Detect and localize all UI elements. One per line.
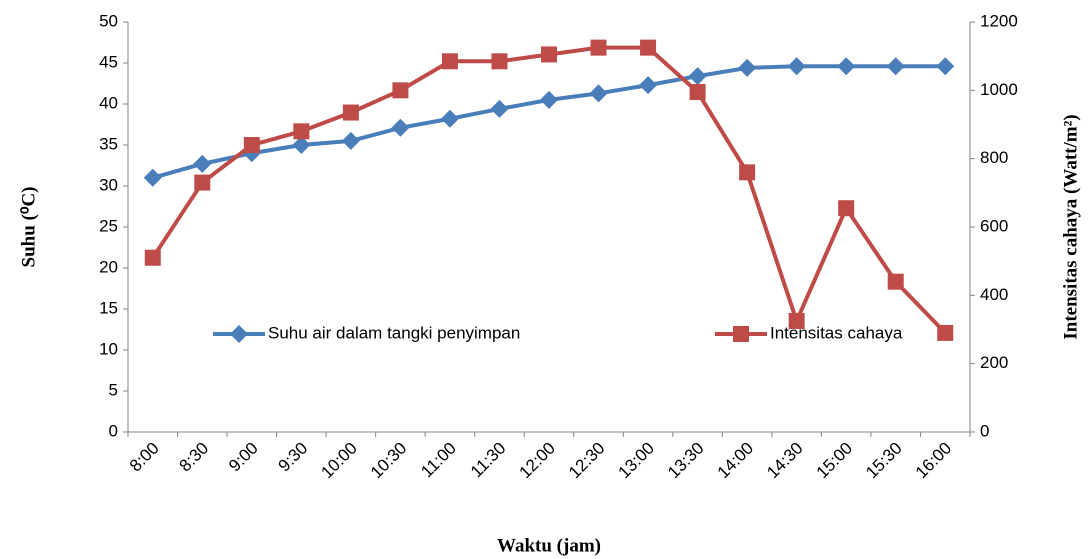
y2-tick-label: 600 [980, 216, 1008, 235]
data-point [738, 58, 757, 77]
data-point [540, 90, 558, 109]
y-tick-label: 5 [109, 380, 118, 399]
data-point [739, 164, 756, 181]
y-tick-label: 40 [99, 93, 118, 112]
data-point [640, 39, 657, 56]
data-point [788, 312, 805, 329]
data-point [490, 99, 509, 118]
y-tick-label: 15 [99, 298, 118, 317]
x-tick-label: 11:30 [467, 439, 510, 482]
data-point [243, 137, 260, 153]
data-point [391, 118, 410, 137]
y2-tick-label: 1200 [980, 11, 1018, 30]
data-point [193, 154, 212, 173]
data-point [590, 39, 607, 56]
x-tick-label: 13:00 [615, 439, 659, 483]
data-point [143, 168, 162, 187]
x-tick-label: 14:00 [714, 439, 758, 483]
data-point [341, 131, 360, 150]
y-tick-label: 25 [99, 216, 118, 235]
x-tick-label: 14:30 [763, 439, 807, 483]
series-line [151, 45, 947, 335]
y2-tick-label: 800 [980, 148, 1008, 167]
x-tick-label: 16:00 [912, 439, 956, 483]
x-tick-label: 15:00 [813, 439, 857, 483]
series-line [152, 64, 946, 180]
data-point [491, 53, 508, 70]
data-point [589, 84, 608, 103]
data-point [688, 67, 707, 86]
x-tick-label: 13:30 [664, 439, 708, 483]
x-axis-title: Waktu (jam) [497, 535, 601, 556]
data-point [441, 53, 458, 70]
y2-tick-label: 400 [980, 285, 1008, 304]
data-point [936, 57, 955, 76]
x-tick-label: 10:30 [367, 439, 411, 483]
data-point [440, 109, 459, 128]
data-point [937, 324, 954, 341]
data-point [342, 104, 359, 121]
y-tick-label: 50 [99, 11, 118, 30]
y-tick-label: 30 [99, 175, 118, 194]
data-point [292, 136, 311, 154]
x-tick-label: 9:00 [225, 439, 262, 476]
x-tick-label: 12:00 [515, 439, 559, 483]
y2-tick-label: 0 [980, 421, 989, 440]
data-point [689, 84, 706, 101]
x-tick-label: 15:30 [862, 439, 906, 483]
data-point [194, 174, 211, 191]
y-tick-label: 10 [99, 339, 118, 358]
legend-label: Intensitas cahaya [770, 323, 903, 342]
y-tick-label: 0 [109, 421, 118, 440]
x-tick-label: 11:00 [417, 439, 460, 482]
x-tick-label: 8:00 [126, 439, 163, 476]
y2-tick-label: 200 [980, 353, 1008, 372]
x-tick-label: 8:30 [175, 439, 212, 476]
data-point [639, 76, 658, 95]
data-point [837, 57, 856, 76]
data-point [887, 273, 904, 290]
data-point [541, 46, 557, 63]
legend-marker [230, 325, 248, 343]
data-point [144, 249, 161, 266]
y-tick-label: 45 [99, 52, 118, 71]
legend-marker [733, 326, 749, 342]
data-point [392, 82, 409, 99]
y-tick-label: 20 [99, 257, 118, 276]
data-point [838, 200, 855, 217]
data-point [787, 57, 806, 76]
data-point [293, 123, 310, 140]
y-tick-label: 35 [99, 134, 118, 153]
x-tick-label: 9:30 [275, 439, 312, 476]
legend-label: Suhu air dalam tangki penyimpan [268, 323, 520, 342]
y2-tick-label: 1000 [980, 80, 1018, 99]
x-tick-label: 12:30 [565, 439, 609, 483]
x-tick-label: 10:00 [317, 439, 361, 483]
y2-axis-title: Intensitas cahaya (Watt/m²) [1060, 114, 1081, 339]
data-point [886, 57, 905, 76]
y-axis-title: Suhu (⁰C) [18, 186, 39, 267]
